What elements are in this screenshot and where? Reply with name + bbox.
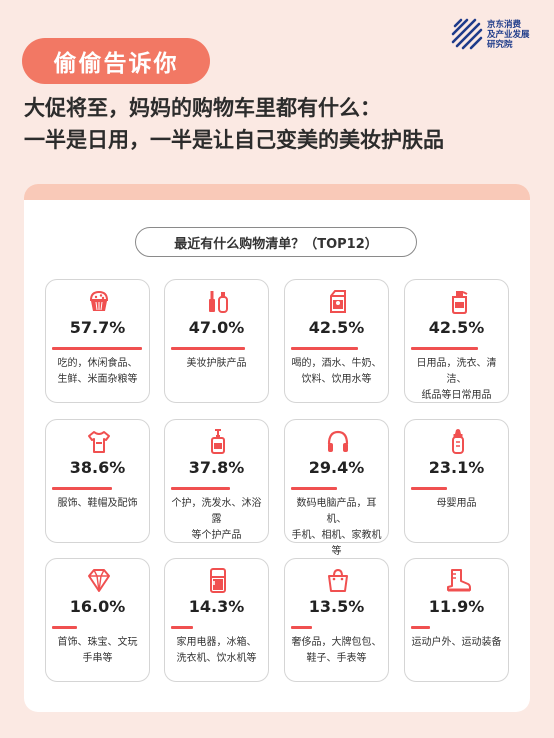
category-label-line: 美妆护肤产品 [186,358,247,369]
card-top-band [24,184,530,200]
category-tile: 16.0% 首饰、珠宝、文玩 手串等 [45,558,150,682]
chart-title: 最近有什么购物清单？（TOP12） [135,227,417,257]
brand-logo-mark-icon [451,18,483,50]
tag-text: 偷偷告诉你 [53,51,179,77]
category-label: 母婴用品 [405,496,508,512]
category-label-line: 个护，洗发水、沐浴露 [171,498,262,525]
category-label-line: 手机、相机、家教机等 [291,530,382,557]
shopping-list-card: 最近有什么购物清单？（TOP12） 57.7% 吃的，休闲食品、 生鲜、米面杂粮等 4… [24,184,530,712]
percentage-bar [171,347,245,350]
category-tile: 14.3% 家用电器，冰箱、 洗衣机、饮水机等 [164,558,269,682]
category-label: 家用电器，冰箱、 洗衣机、饮水机等 [165,635,268,667]
tag-banner: 偷偷告诉你 [22,38,210,84]
percentage-bar [171,487,230,490]
category-label: 服饰、鞋帽及配饰 [46,496,149,512]
handbag-icon [328,568,348,592]
milk-carton-icon [330,290,346,313]
category-label-line: 饮料、饮用水等 [301,374,372,385]
diamond-icon [88,569,110,592]
boot-icon [447,569,471,592]
category-label: 运动户外、运动装备 [405,635,508,651]
baby-bottle-icon [452,429,464,454]
category-label-line: 奢侈品，大牌包包、 [291,637,382,648]
percentage-bar [52,487,112,490]
category-tile: 42.5% 日用品，洗衣、清洁、纸品等日常用品 [404,279,509,403]
percentage-bar [291,626,312,629]
category-label-line: 鞋子、手表等 [306,653,367,664]
percentage-label: 57.7% [69,318,126,337]
percentage-bar [411,347,478,350]
detergent-bottle-icon [452,291,468,314]
pump-bottle-icon [211,429,225,454]
category-label-line: 手串等 [82,653,113,664]
headline-line-2: 一半是日用，一半是让自己变美的美妆护肤品 [24,128,444,152]
category-label-line: 纸品等日常用品 [421,390,492,401]
category-label-line: 数码电脑产品，耳机、 [296,498,377,525]
percentage-label: 11.9% [428,597,485,616]
percentage-label: 42.5% [428,318,485,337]
headline-line-1: 大促将至，妈妈的购物车里都有什么： [24,96,381,120]
category-tile: 57.7% 吃的，休闲食品、 生鲜、米面杂粮等 [45,279,150,403]
brand-logo: 京东消费 及产业发展 研究院 [449,14,545,56]
percentage-label: 14.3% [188,597,245,616]
category-label-line: 母婴用品 [436,498,477,509]
category-label: 个护，洗发水、沐浴露等个护产品 [165,496,268,544]
category-label-line: 吃的，休闲食品、 [57,358,138,369]
percentage-bar [291,487,337,490]
category-tile: 37.8% 个护，洗发水、沐浴露等个护产品 [164,419,269,543]
refrigerator-icon [210,568,226,593]
percentage-label: 37.8% [188,458,245,477]
category-label: 吃的，休闲食品、 生鲜、米面杂粮等 [46,356,149,388]
cosmetics-icon [209,291,228,313]
percentage-bar [411,626,430,629]
category-tile: 38.6% 服饰、鞋帽及配饰 [45,419,150,543]
percentage-bar [52,347,142,350]
percentage-bar [411,487,447,490]
percentage-bar [171,626,193,629]
tshirt-icon [88,431,110,453]
category-label: 奢侈品，大牌包包、 鞋子、手表等 [285,635,388,667]
category-tile: 47.0% 美妆护肤产品 [164,279,269,403]
category-label-line: 洗衣机、饮水机等 [176,653,257,664]
category-tile: 23.1% 母婴用品 [404,419,509,543]
category-label-line: 运动户外、运动装备 [411,637,502,648]
percentage-label: 42.5% [308,318,365,337]
category-label-line: 服饰、鞋帽及配饰 [57,498,138,509]
percentage-label: 47.0% [188,318,245,337]
category-label: 首饰、珠宝、文玩 手串等 [46,635,149,667]
category-label-line: 等个护产品 [191,530,242,541]
cupcake-icon [89,290,109,311]
percentage-bar [291,347,358,350]
category-label-line: 日用品，洗衣、清洁、 [416,358,497,385]
category-tile: 13.5% 奢侈品，大牌包包、 鞋子、手表等 [284,558,389,682]
percentage-label: 13.5% [308,597,365,616]
category-label-line: 喝的，酒水、牛奶、 [291,358,382,369]
percentage-label: 38.6% [69,458,126,477]
percentage-label: 23.1% [428,458,485,477]
brand-name: 京东消费 及产业发展 研究院 [487,20,530,50]
category-tile: 42.5% 喝的，酒水、牛奶、 饮料、饮用水等 [284,279,389,403]
category-tile: 29.4% 数码电脑产品，耳机、 手机、相机、家教机等 [284,419,389,557]
headline: 大促将至，妈妈的购物车里都有什么： 一半是日用，一半是让自己变美的美妆护肤品 [24,92,544,156]
category-label: 喝的，酒水、牛奶、 饮料、饮用水等 [285,356,388,388]
category-tile: 11.9% 运动户外、运动装备 [404,558,509,682]
category-label-line: 家用电器，冰箱、 [176,637,257,648]
category-label: 日用品，洗衣、清洁、纸品等日常用品 [405,356,508,404]
category-label: 美妆护肤产品 [165,356,268,372]
category-label-line: 首饰、珠宝、文玩 [57,637,138,648]
category-label-line: 生鲜、米面杂粮等 [57,374,138,385]
percentage-bar [52,626,77,629]
category-label: 数码电脑产品，耳机、 手机、相机、家教机等 [285,496,388,560]
headphones-icon [327,430,349,452]
percentage-label: 29.4% [308,458,365,477]
percentage-label: 16.0% [69,597,126,616]
